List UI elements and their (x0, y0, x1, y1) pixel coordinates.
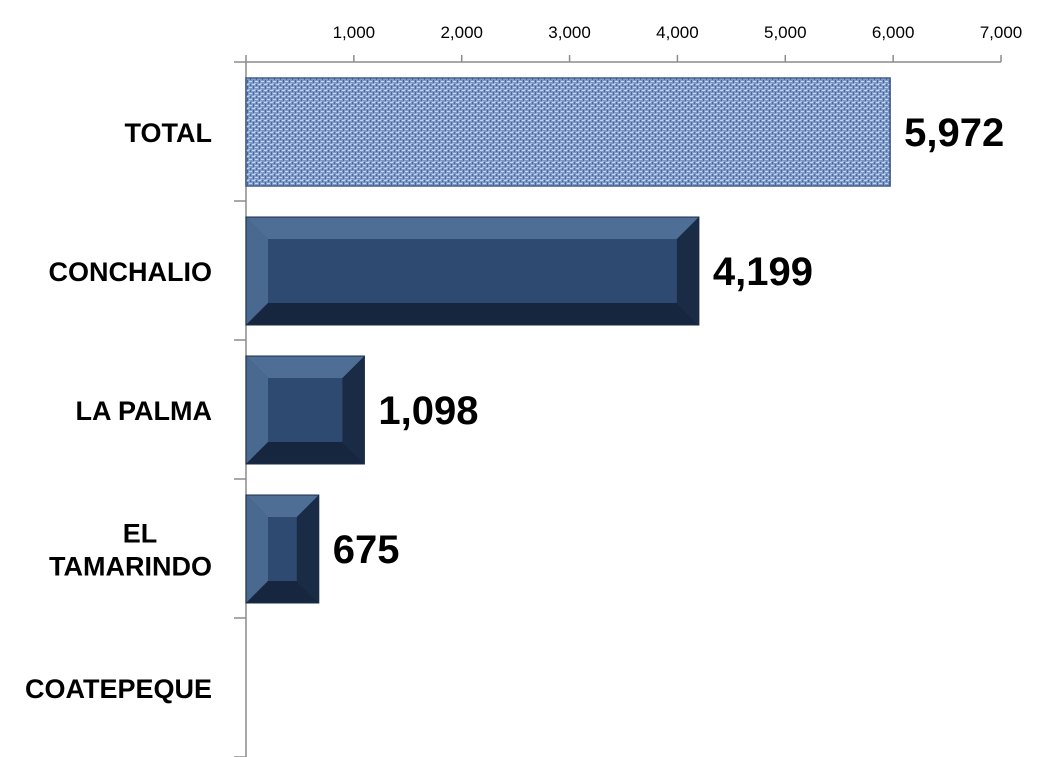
x-tick-label: 6,000 (872, 23, 915, 42)
bar-bevel-right (296, 495, 319, 603)
bar-bevel-left (246, 495, 268, 603)
bar (245, 77, 891, 187)
x-tick-label: 4,000 (656, 23, 699, 42)
data-label: 1,098 (378, 389, 478, 433)
category-label: TOTAL (125, 118, 213, 148)
bar-total-fill (245, 77, 891, 187)
x-tick-label: 7,000 (980, 23, 1023, 42)
category-label: COATEPEQUE (25, 674, 212, 704)
bar-bevel-top (246, 356, 365, 378)
bar-bevel-bottom (246, 442, 365, 464)
bar-bevel-right (676, 217, 699, 325)
bar (245, 355, 365, 465)
bar-bevel-left (246, 217, 268, 325)
category-label-line: EL (123, 519, 158, 549)
bars (245, 77, 891, 604)
bar-outline (245, 216, 700, 326)
category-label: EL TAMARINDO (49, 519, 212, 582)
bar-bevel-bottom (246, 303, 699, 325)
bar-bevel-right (342, 356, 365, 464)
bar (245, 494, 320, 604)
category-labels: 5,972 TOTAL 4,199 CONCHALIO 1,098 LA PALMA 675… (25, 111, 1004, 704)
data-label: 5,972 (904, 111, 1004, 155)
x-tick-label: 2,000 (440, 23, 483, 42)
bar-outline (245, 494, 320, 604)
bar-bevel-bottom (246, 581, 319, 603)
x-tick-label: 1,000 (333, 23, 376, 42)
category-label-line: TAMARINDO (49, 552, 212, 582)
category-label: CONCHALIO (49, 257, 213, 287)
x-tick-label: 3,000 (548, 23, 591, 42)
bar-outline (245, 355, 365, 465)
bar-bevel-left (246, 356, 268, 464)
bar (245, 216, 700, 326)
category-label: LA PALMA (76, 396, 212, 426)
bar-bevel-top (246, 495, 319, 517)
bar-bevel-top (246, 217, 699, 239)
data-label: 675 (333, 528, 400, 572)
x-tick-label: 5,000 (764, 23, 807, 42)
data-label: 4,199 (713, 250, 813, 294)
